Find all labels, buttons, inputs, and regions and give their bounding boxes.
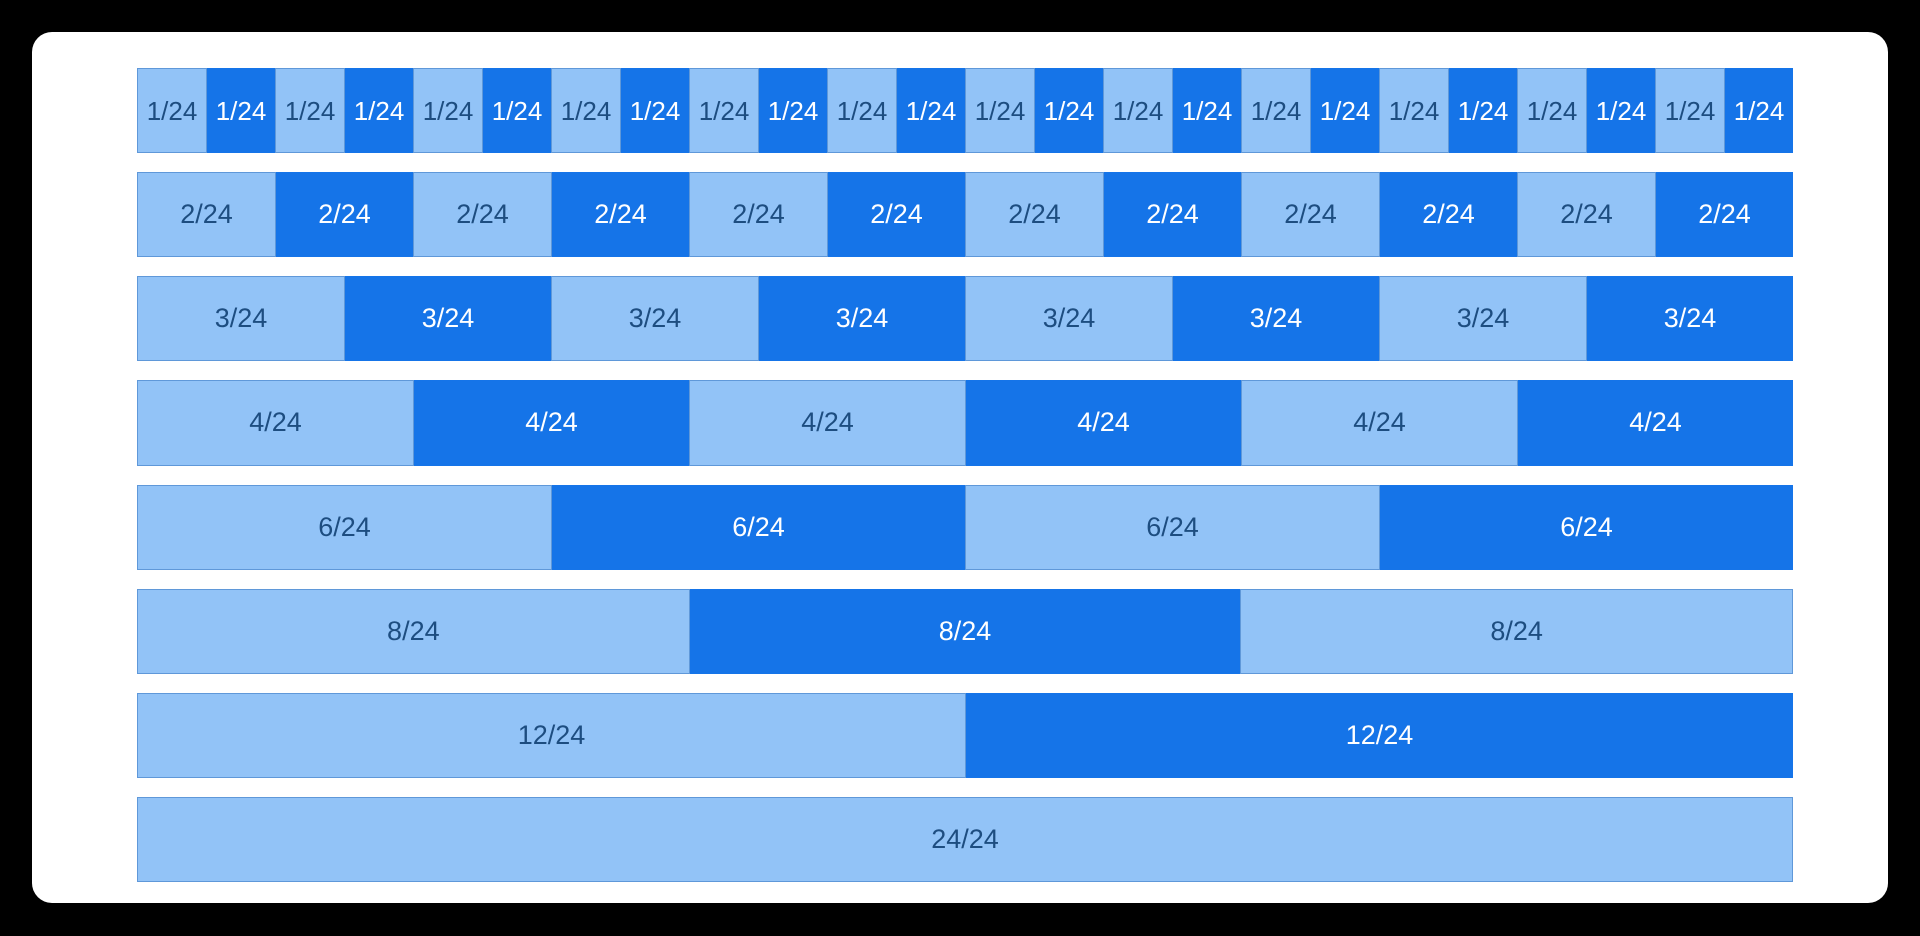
grid-cell: 2/24: [1241, 172, 1380, 258]
grid-cell: 8/24: [689, 588, 1241, 674]
grid-cell: 6/24: [1380, 484, 1793, 570]
grid-cell: 1/24: [207, 68, 275, 154]
grid-cell: 8/24: [1240, 588, 1794, 674]
grid-cell: 6/24: [552, 484, 965, 570]
grid-cell: 3/24: [759, 276, 965, 362]
grid-cell: 6/24: [137, 484, 552, 570]
grid-cell: 1/24: [1241, 68, 1311, 154]
grid-cell: 1/24: [1311, 68, 1379, 154]
grid-row-1-24: 1/24 1/24 1/24 1/24 1/24 1/24 1/24 1/24 1/24 1/24…: [137, 68, 1793, 154]
grid-cell: 2/24: [137, 172, 276, 258]
grid-cell: 2/24: [552, 172, 689, 258]
grid-cell: 3/24: [1587, 276, 1793, 362]
grid-cell: 1/24: [1449, 68, 1517, 154]
grid-cell: 8/24: [137, 588, 690, 674]
grid-cell: 4/24: [966, 380, 1241, 466]
grid-cell: 2/24: [1656, 172, 1793, 258]
grid-cell: 3/24: [137, 276, 345, 362]
grid-cell: 1/24: [1587, 68, 1655, 154]
grid-row-2-24: 2/24 2/24 2/24 2/24 2/24 2/24 2/24 2/24 2/24 2/24…: [137, 172, 1793, 258]
grid-cell: 12/24: [137, 692, 966, 778]
grid-cell: 4/24: [689, 380, 966, 466]
grid-cell: 4/24: [1241, 380, 1518, 466]
grid-cell: 2/24: [1380, 172, 1517, 258]
grid-row-24-24: 24/24: [137, 796, 1793, 882]
grid-row-6-24: 6/24 6/24 6/24 6/24: [137, 484, 1793, 570]
grid-cell: 1/24: [897, 68, 965, 154]
grid-cell: 1/24: [1379, 68, 1449, 154]
grid-cell: 3/24: [1173, 276, 1379, 362]
grid-cell: 3/24: [345, 276, 551, 362]
grid-row-12-24: 12/24 12/24: [137, 692, 1793, 778]
grid-cell: 1/24: [483, 68, 551, 154]
grid-row-8-24: 8/24 8/24 8/24: [137, 588, 1794, 674]
grid-cell: 1/24: [621, 68, 689, 154]
grid-cell: 1/24: [1035, 68, 1103, 154]
grid-cell: 1/24: [413, 68, 483, 154]
grid-cell: 1/24: [689, 68, 759, 154]
grid-cell: 2/24: [1517, 172, 1656, 258]
grid-cell: 2/24: [1104, 172, 1241, 258]
grid-cell: 4/24: [137, 380, 414, 466]
grid-cell: 2/24: [689, 172, 828, 258]
grid-cell: 6/24: [965, 484, 1380, 570]
grid-cell: 1/24: [965, 68, 1035, 154]
grid-cell: 12/24: [966, 692, 1793, 778]
grid-row-4-24: 4/24 4/24 4/24 4/24 4/24 4/24: [137, 380, 1793, 466]
grid-cell: 4/24: [414, 380, 689, 466]
grid-cell: 3/24: [1379, 276, 1587, 362]
grid-cell: 1/24: [137, 68, 207, 154]
grid-cell: 2/24: [413, 172, 552, 258]
grid-cell: 1/24: [1725, 68, 1793, 154]
grid-cell: 1/24: [345, 68, 413, 154]
grid-cell: 4/24: [1518, 380, 1793, 466]
grid-cell: 2/24: [276, 172, 413, 258]
grid-demo-card: 1/24 1/24 1/24 1/24 1/24 1/24 1/24 1/24 1/24 1/24…: [32, 32, 1888, 903]
grid-cell: 1/24: [1655, 68, 1725, 154]
grid-cell: 1/24: [1173, 68, 1241, 154]
grid-cell: 24/24: [137, 796, 1793, 882]
grid-cell: 1/24: [275, 68, 345, 154]
grid-cell: 1/24: [1517, 68, 1587, 154]
grid-cell: 1/24: [759, 68, 827, 154]
grid-cell: 3/24: [965, 276, 1173, 362]
grid-cell: 1/24: [827, 68, 897, 154]
grid-cell: 1/24: [1103, 68, 1173, 154]
grid-row-3-24: 3/24 3/24 3/24 3/24 3/24 3/24 3/24 3/24: [137, 276, 1793, 362]
grid-rows: 1/24 1/24 1/24 1/24 1/24 1/24 1/24 1/24 1/24 1/24…: [137, 68, 1794, 882]
grid-cell: 3/24: [551, 276, 759, 362]
grid-cell: 1/24: [551, 68, 621, 154]
grid-cell: 2/24: [828, 172, 965, 258]
grid-cell: 2/24: [965, 172, 1104, 258]
